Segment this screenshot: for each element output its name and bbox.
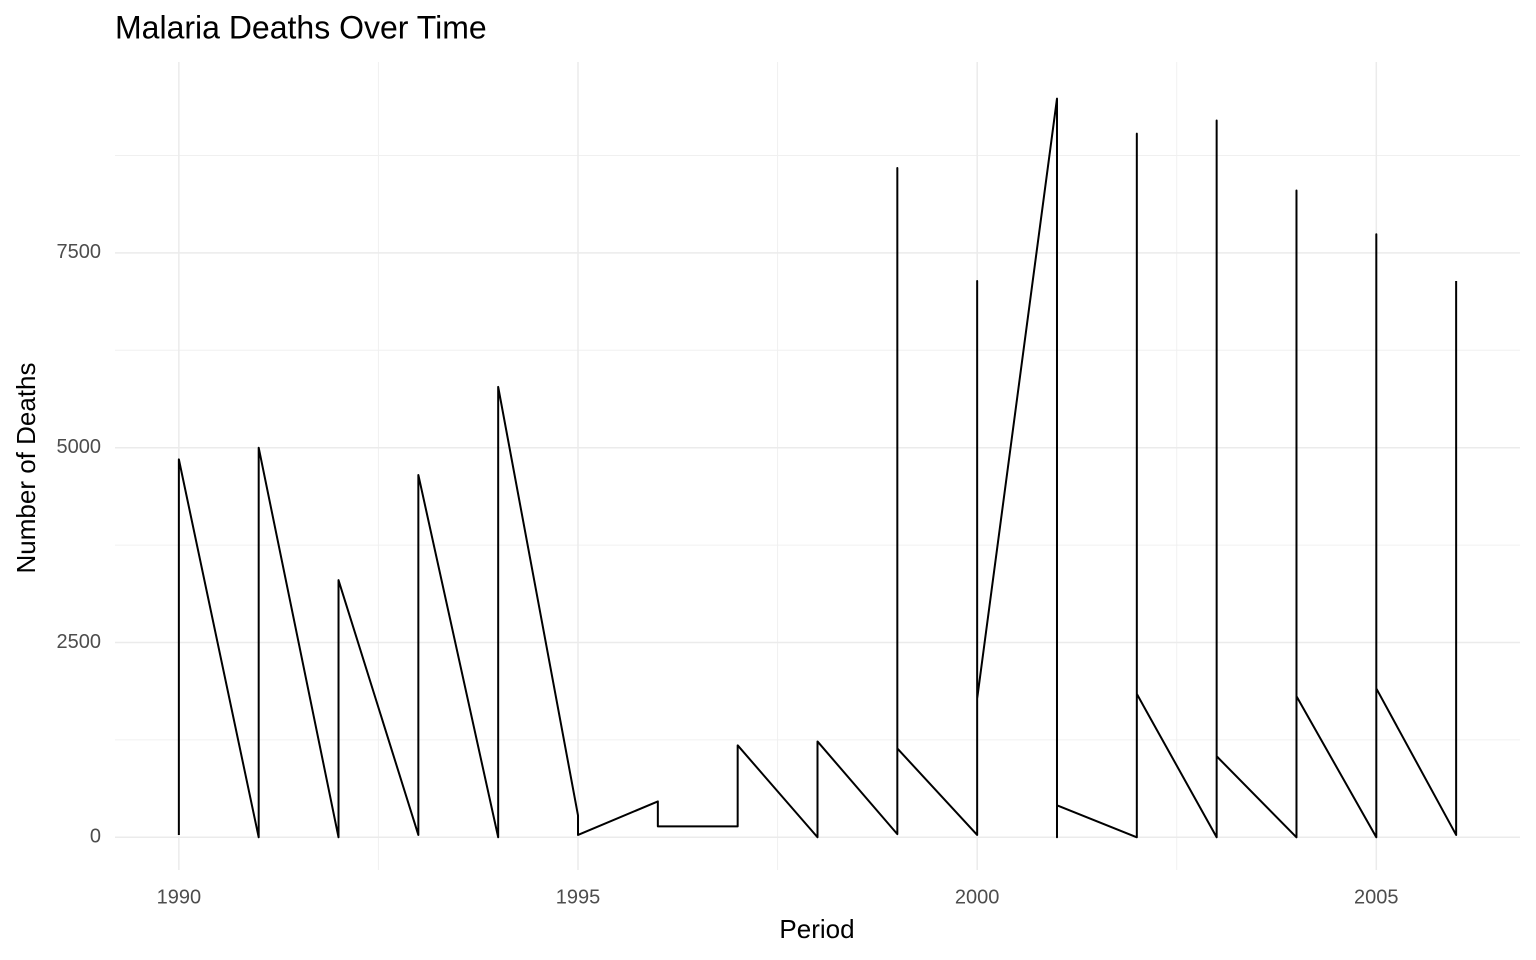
data-line <box>177 97 1458 839</box>
chart-title: Malaria Deaths Over Time <box>115 9 487 45</box>
y-tick-label: 2500 <box>57 631 102 653</box>
x-axis-title: Period <box>779 914 854 944</box>
x-tick-label: 1995 <box>556 886 601 908</box>
x-tick-label: 2000 <box>955 886 1000 908</box>
y-axis-title: Number of Deaths <box>11 363 41 574</box>
y-tick-label: 7500 <box>57 241 102 263</box>
y-tick-label: 0 <box>90 826 101 848</box>
x-tick-label: 1990 <box>157 886 202 908</box>
y-tick-label: 5000 <box>57 436 102 458</box>
x-tick-label: 2005 <box>1354 886 1399 908</box>
